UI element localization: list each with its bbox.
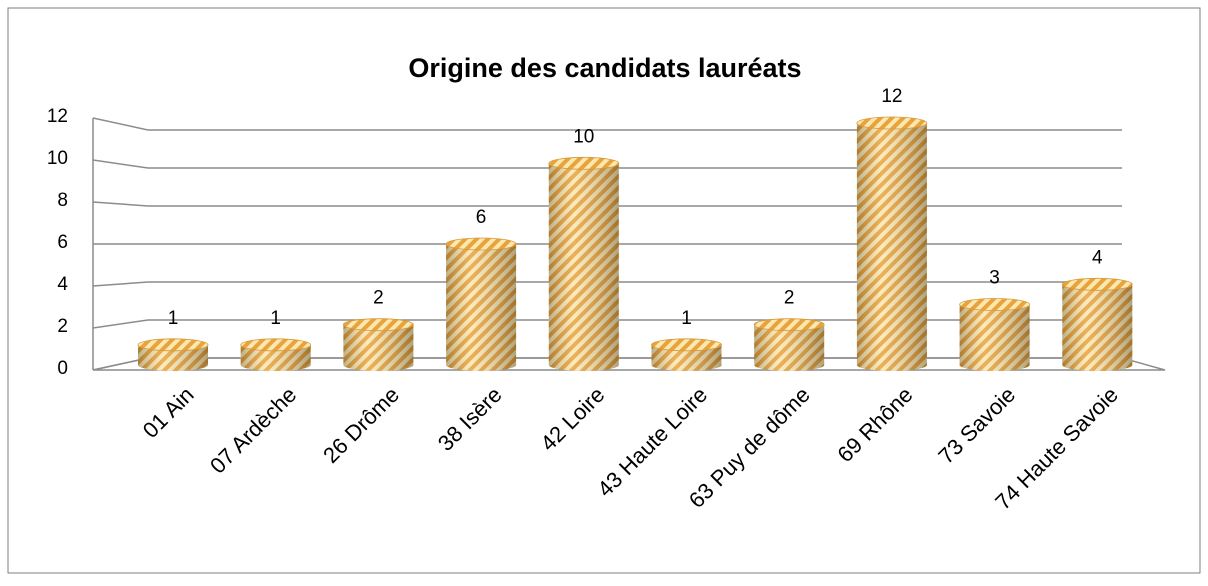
bar: [856, 116, 928, 371]
y-tick-label: 12: [47, 106, 68, 127]
grid-line: [92, 201, 1122, 207]
bar-shade: [343, 324, 414, 371]
bar-top: [651, 338, 722, 352]
value-label: 1: [168, 308, 179, 329]
grid-line: [92, 281, 1122, 287]
value-label: 2: [784, 288, 795, 309]
grid-line: [92, 159, 1122, 169]
y-tick-label: 10: [47, 148, 68, 169]
bar-top: [753, 318, 825, 332]
bar-top: [1061, 277, 1133, 291]
value-label: 1: [681, 308, 692, 329]
bar-top: [445, 237, 517, 251]
bar: [342, 318, 414, 371]
value-label: 12: [881, 86, 902, 107]
y-tick-label: 8: [57, 190, 68, 211]
bar-top: [342, 318, 414, 332]
bar: [548, 156, 620, 371]
value-label: 2: [373, 288, 384, 309]
grid-line-wall: [92, 201, 149, 207]
bar-shade: [1062, 284, 1133, 371]
bar-shade: [856, 123, 927, 371]
bar-shade: [548, 163, 619, 371]
grid-line-wall: [92, 117, 149, 131]
bar: [240, 338, 312, 371]
value-label: 10: [573, 126, 594, 147]
value-label: 4: [1092, 247, 1103, 268]
value-label: 1: [270, 308, 281, 329]
grid-line-wall: [92, 281, 149, 287]
value-label: 3: [989, 268, 1000, 289]
bar-top: [240, 338, 312, 352]
bar: [651, 338, 722, 371]
bar-shade: [754, 324, 825, 371]
bar: [1061, 277, 1133, 371]
y-tick-label: 0: [57, 358, 68, 379]
y-tick-label: 2: [57, 316, 68, 337]
bar: [959, 298, 1030, 371]
bar: [137, 338, 209, 371]
bar-top: [959, 298, 1030, 311]
bar-shade: [240, 344, 311, 371]
chart-title: Origine des candidats lauréats: [408, 53, 801, 83]
bar-shade: [651, 344, 722, 371]
bar-top: [137, 338, 209, 352]
bar-shade: [138, 344, 208, 371]
bar-shade: [959, 304, 1030, 371]
y-tick-label: 6: [57, 232, 68, 253]
grid-line-wall: [92, 319, 149, 329]
bar-top: [548, 156, 620, 170]
bar-shade: [446, 244, 517, 371]
grid-line-wall: [92, 159, 149, 169]
y-tick-label: 4: [57, 274, 68, 295]
grid-line: [92, 117, 1122, 131]
bar: [753, 318, 825, 371]
value-label: 6: [476, 207, 487, 228]
bar-top: [856, 116, 928, 130]
bar: [445, 237, 517, 371]
